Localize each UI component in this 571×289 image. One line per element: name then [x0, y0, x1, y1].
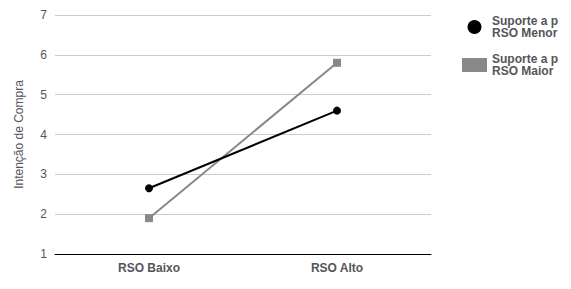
svg-text:RSO Baixo: RSO Baixo	[118, 261, 180, 275]
svg-text:1: 1	[40, 247, 47, 261]
svg-text:3: 3	[40, 167, 47, 181]
svg-text:2: 2	[40, 207, 47, 221]
svg-text:4: 4	[40, 128, 47, 142]
svg-text:Suporte a p: Suporte a p	[492, 14, 558, 28]
svg-text:Suporte a p: Suporte a p	[492, 52, 558, 66]
svg-text:Intenção de Compra: Intenção de Compra	[12, 80, 26, 189]
svg-text:6: 6	[40, 48, 47, 62]
svg-text:RSO Alto: RSO Alto	[311, 261, 363, 275]
svg-text:RSO Menor: RSO Menor	[492, 26, 558, 40]
svg-text:7: 7	[40, 8, 47, 22]
svg-text:RSO Maior: RSO Maior	[492, 64, 554, 78]
svg-text:5: 5	[40, 88, 47, 102]
